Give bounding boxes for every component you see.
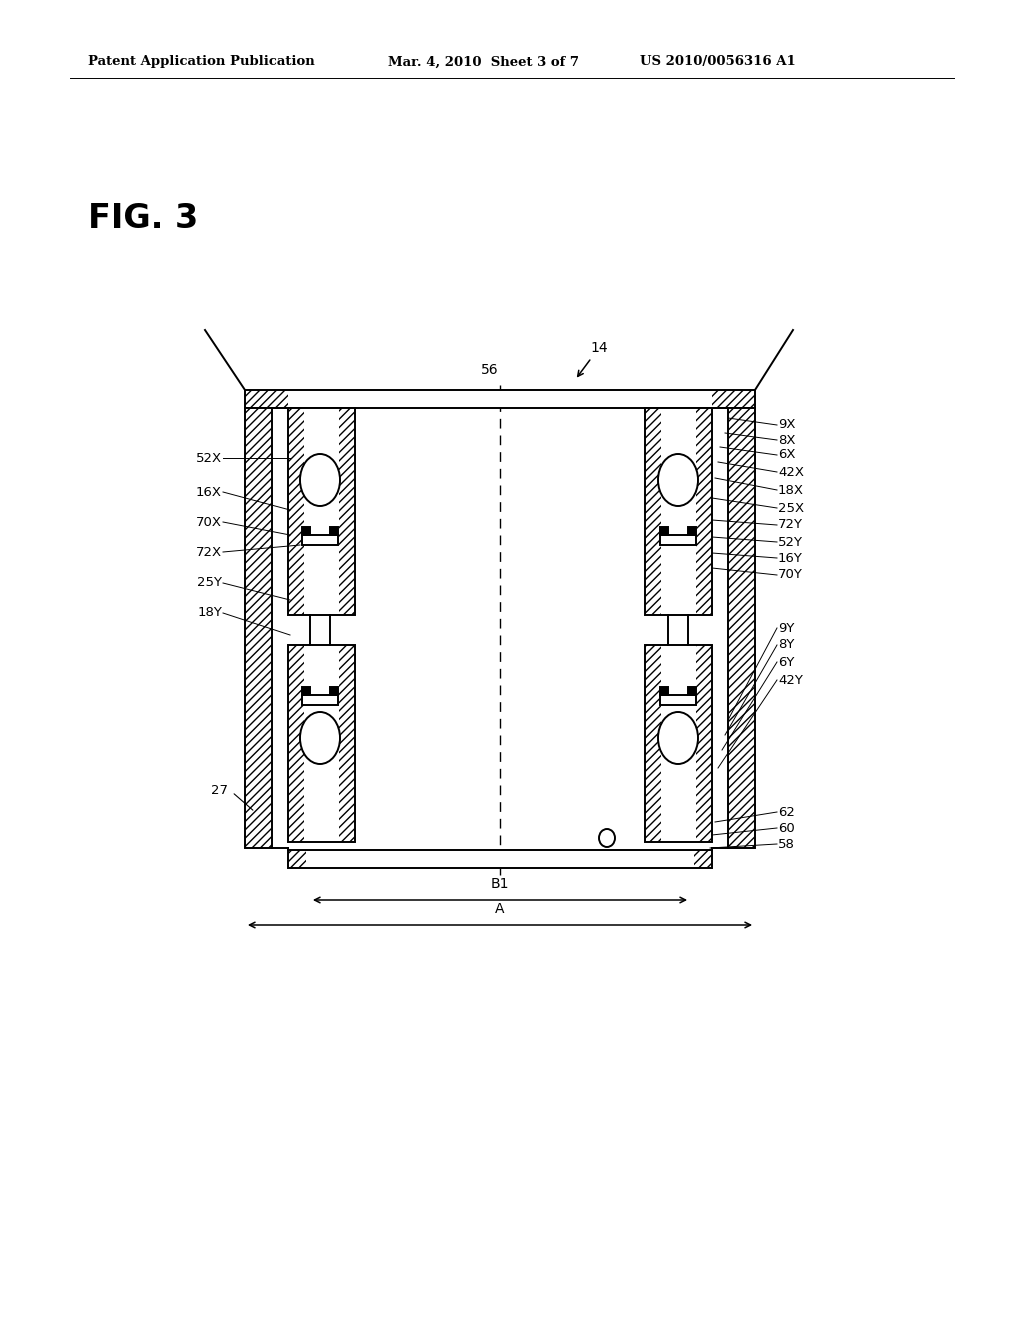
Text: 16Y: 16Y — [778, 552, 803, 565]
Text: 42Y: 42Y — [778, 673, 803, 686]
Text: 58: 58 — [778, 837, 795, 850]
Text: A: A — [496, 902, 505, 916]
Bar — [288, 850, 712, 869]
Bar — [694, 850, 712, 869]
Text: FIG. 3: FIG. 3 — [88, 202, 199, 235]
Text: 18Y: 18Y — [198, 606, 222, 619]
Bar — [330, 527, 338, 535]
Text: Mar. 4, 2010  Sheet 3 of 7: Mar. 4, 2010 Sheet 3 of 7 — [388, 55, 579, 69]
Bar — [712, 389, 755, 408]
Bar — [288, 408, 304, 615]
Text: 16X: 16X — [196, 486, 222, 499]
Bar — [302, 527, 310, 535]
Bar — [339, 408, 355, 615]
Ellipse shape — [300, 454, 340, 506]
Text: 56: 56 — [481, 363, 499, 378]
Ellipse shape — [599, 829, 615, 847]
Bar — [245, 408, 272, 847]
Text: 18X: 18X — [778, 483, 804, 496]
Ellipse shape — [658, 454, 698, 506]
Bar — [245, 389, 288, 408]
Bar — [645, 645, 662, 842]
Bar — [339, 645, 355, 842]
Bar — [245, 408, 272, 847]
Bar — [645, 645, 712, 842]
Text: 60: 60 — [778, 821, 795, 834]
Text: 52Y: 52Y — [778, 536, 803, 549]
Bar — [688, 527, 696, 535]
Bar — [288, 408, 355, 615]
Bar — [688, 686, 696, 696]
Bar — [660, 535, 696, 545]
Bar — [288, 645, 355, 842]
Text: 8Y: 8Y — [778, 639, 795, 652]
Text: 8X: 8X — [778, 433, 796, 446]
Bar — [302, 535, 338, 545]
Text: 25X: 25X — [778, 502, 804, 515]
Text: 25Y: 25Y — [197, 577, 222, 590]
Text: B1: B1 — [490, 876, 509, 891]
Text: 70X: 70X — [196, 516, 222, 528]
Bar — [245, 389, 755, 408]
Bar — [660, 686, 668, 696]
Text: US 2010/0056316 A1: US 2010/0056316 A1 — [640, 55, 796, 69]
Bar — [728, 408, 755, 847]
Bar — [645, 408, 662, 615]
Text: 6X: 6X — [778, 449, 796, 462]
Text: 27: 27 — [211, 784, 228, 796]
Bar — [660, 527, 668, 535]
Bar — [645, 408, 712, 615]
Bar — [696, 645, 712, 842]
Text: 70Y: 70Y — [778, 569, 803, 582]
Bar — [288, 850, 306, 869]
Text: 14: 14 — [578, 341, 607, 376]
Bar — [728, 408, 755, 847]
Text: 9X: 9X — [778, 418, 796, 432]
Text: Patent Application Publication: Patent Application Publication — [88, 55, 314, 69]
Text: 52X: 52X — [196, 451, 222, 465]
Bar — [330, 686, 338, 696]
Text: 72Y: 72Y — [778, 519, 803, 532]
Text: 42X: 42X — [778, 466, 804, 479]
Text: 72X: 72X — [196, 545, 222, 558]
Bar — [696, 408, 712, 615]
Text: 62: 62 — [778, 805, 795, 818]
Text: 6Y: 6Y — [778, 656, 795, 668]
Bar — [288, 645, 304, 842]
Ellipse shape — [300, 711, 340, 764]
Bar — [302, 686, 310, 696]
Ellipse shape — [658, 711, 698, 764]
Bar — [660, 696, 696, 705]
Bar — [302, 696, 338, 705]
Text: 9Y: 9Y — [778, 622, 795, 635]
